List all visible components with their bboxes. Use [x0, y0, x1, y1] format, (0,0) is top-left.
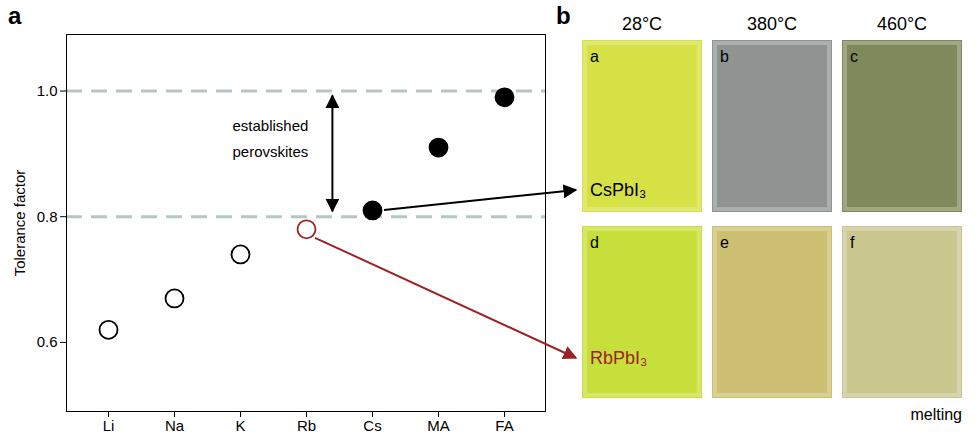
svg-text:28°C: 28°C [622, 14, 662, 34]
svg-text:b: b [720, 48, 729, 65]
svg-text:d: d [590, 234, 599, 251]
svg-text:Cs: Cs [363, 417, 381, 434]
svg-text:Li: Li [103, 417, 115, 434]
svg-text:established: established [232, 117, 308, 134]
svg-text:K: K [235, 417, 245, 434]
svg-text:b: b [556, 2, 571, 29]
svg-text:Rb: Rb [297, 417, 316, 434]
svg-text:melting: melting [910, 406, 962, 423]
svg-text:MA: MA [427, 417, 450, 434]
svg-text:perovskites: perovskites [232, 143, 308, 160]
svg-text:0.6: 0.6 [37, 333, 58, 350]
svg-text:CsPbI₃: CsPbI₃ [590, 180, 646, 200]
svg-text:Na: Na [165, 417, 185, 434]
svg-text:RbPbI₃: RbPbI₃ [590, 348, 647, 368]
svg-text:Tolerance factor: Tolerance factor [11, 170, 28, 277]
svg-text:a: a [590, 48, 599, 65]
svg-text:380°C: 380°C [747, 14, 797, 34]
svg-text:e: e [720, 234, 729, 251]
svg-text:FA: FA [495, 417, 513, 434]
svg-text:c: c [850, 48, 858, 65]
svg-text:460°C: 460°C [877, 14, 927, 34]
svg-text:1.0: 1.0 [37, 82, 58, 99]
svg-text:0.8: 0.8 [37, 208, 58, 225]
svg-text:a: a [8, 2, 22, 29]
svg-text:f: f [850, 234, 855, 251]
